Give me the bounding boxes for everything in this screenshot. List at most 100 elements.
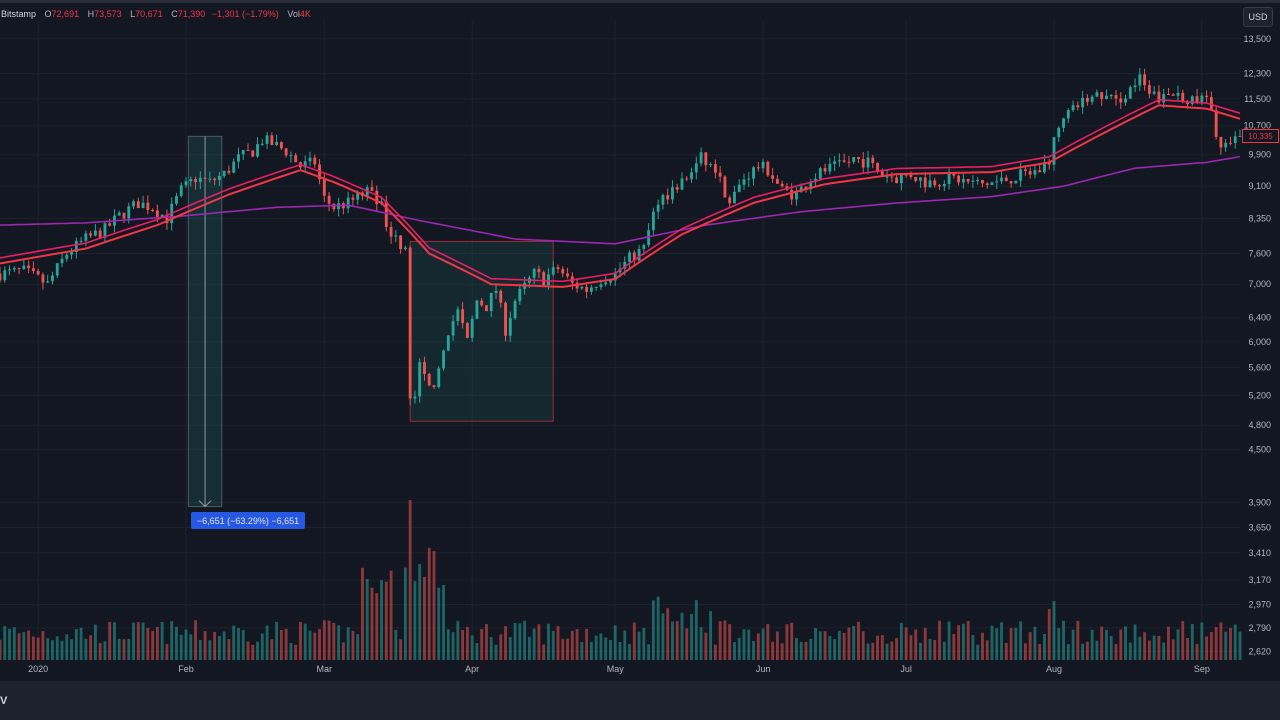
price-axis-label: 2,970 [1248,600,1271,610]
volume-bar [361,567,364,660]
candle-body [241,150,245,155]
volume-bar [198,640,202,660]
candle-body [690,172,693,180]
candle-body [1114,95,1118,99]
candle-body [1081,97,1085,108]
volume-bar [160,622,164,660]
volume-bar [275,621,279,660]
candle-body [1195,96,1199,103]
candle-body [637,248,641,261]
volume-bar [804,642,808,660]
candle-body [389,226,393,237]
volume-bar [132,622,135,660]
volume-bar [8,629,11,660]
volume-bar [394,630,398,660]
volume-bar [651,600,655,660]
volume-bar [1019,621,1023,660]
candle-body [151,209,155,211]
volume-bar [766,624,770,660]
candle-body [566,273,569,277]
candle-body [84,233,88,241]
logo-icon[interactable]: V [0,695,8,707]
volume-bar [1047,609,1051,660]
candle-body [1157,91,1161,103]
candle-body [632,252,636,261]
volume-bar [294,644,298,660]
candle-body [981,180,984,184]
volume-bar [1090,629,1094,660]
volume-bar [41,631,45,660]
volume-bar [780,643,784,660]
candle-body [966,178,970,182]
candle-body [136,201,140,209]
volume-bar [966,620,970,660]
candle-body [8,269,11,271]
volume-bar [895,638,899,660]
candle-body [1229,142,1232,144]
volume-bar [103,641,107,660]
candle-body [1147,85,1151,94]
volume-bar [1209,631,1213,660]
candle-body [556,267,560,270]
volume-bar [84,638,88,660]
volume-bar [1224,631,1228,660]
volume-bar [356,634,360,660]
volume-bar [1176,629,1180,660]
candle-body [1043,162,1046,173]
volume-bar [1162,642,1166,660]
volume-bar [728,624,732,660]
volume-bar [265,625,269,660]
candle-body [279,142,283,149]
volume-bar [1000,622,1003,660]
symbol-name[interactable]: Bitstamp [1,9,37,19]
volume-bar [217,635,221,660]
price-axis-label: 13,500 [1243,34,1271,44]
volume-bar [60,640,64,660]
candle-body [671,187,674,200]
candle-body [1224,142,1228,148]
candle-body [313,157,317,165]
volume-bar [585,628,589,660]
candle-body [251,150,255,157]
volume-bar [1105,629,1108,660]
low-value: 70,671 [135,9,163,19]
candle-body [489,293,493,312]
candle-body [175,196,178,204]
candle-body [604,282,608,285]
volume-bar [990,625,994,660]
time-axis-label: May [607,664,625,674]
price-axis-label: 11,500 [1244,94,1271,104]
volume-bar [1214,626,1218,660]
volume-bar [432,551,436,660]
currency-button[interactable]: USD [1243,7,1273,27]
candle-body [594,286,598,288]
volume-bar [1052,601,1056,660]
candle-body [651,211,655,231]
volume-bar [542,644,546,660]
volume-bar [237,627,240,660]
volume-bar [747,629,751,660]
time-axis-label: 2020 [28,664,48,674]
volume-bar [341,642,345,660]
candle-body [589,287,593,292]
volume-bar [146,628,150,660]
candle-body [795,192,798,200]
candle-body [1138,74,1142,86]
candle-body [957,175,961,183]
candle-body [947,173,951,185]
volume-bar [837,630,841,660]
volume-bar [1028,632,1032,660]
volume-bar [690,614,693,660]
candle-body [160,214,164,217]
volume-bar [857,621,860,660]
volume-bar [1119,629,1123,660]
candle-body [704,152,708,166]
volume-bar [74,629,78,660]
volume-bar [1147,640,1151,660]
volume-bar [351,630,355,660]
candle-body [232,161,236,173]
volume-bar [532,628,536,660]
volume-bar [885,643,889,660]
volume-bar [618,641,622,660]
